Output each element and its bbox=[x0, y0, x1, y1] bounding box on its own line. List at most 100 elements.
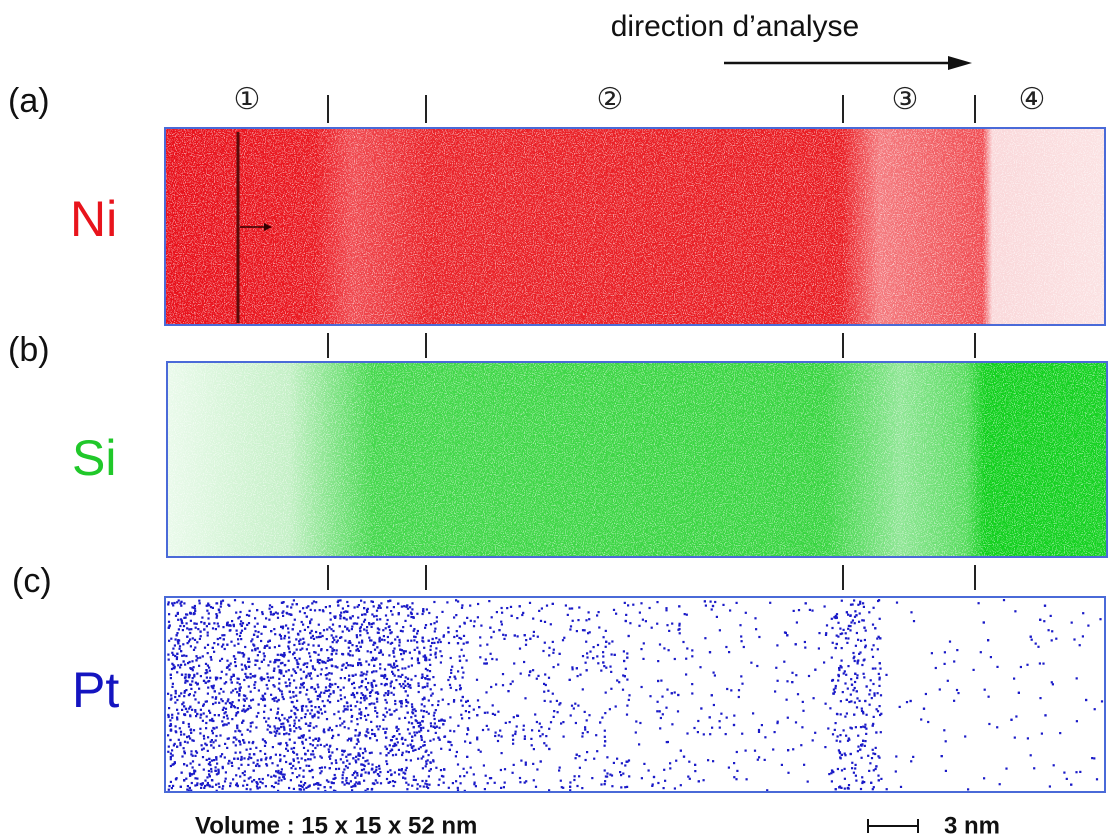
pt-atom bbox=[231, 701, 234, 704]
pt-atom bbox=[247, 763, 250, 766]
pt-atom bbox=[860, 756, 863, 759]
pt-atom bbox=[428, 670, 432, 673]
pt-atom bbox=[190, 753, 193, 756]
pt-atom bbox=[206, 671, 209, 674]
pt-atom bbox=[854, 672, 857, 675]
pt-atom bbox=[234, 751, 237, 754]
pt-atom bbox=[236, 677, 239, 680]
pt-atom bbox=[853, 686, 856, 690]
pt-atom bbox=[269, 676, 272, 679]
pt-atom bbox=[420, 738, 423, 741]
pt-atom bbox=[242, 704, 246, 707]
pt-atom bbox=[278, 644, 281, 647]
pt-atom bbox=[211, 627, 215, 630]
pt-atom bbox=[193, 622, 196, 625]
pt-atom bbox=[373, 615, 376, 618]
pt-atom bbox=[616, 679, 619, 682]
pt-atom bbox=[1082, 612, 1085, 615]
pt-atom bbox=[304, 738, 308, 741]
pt-atom bbox=[412, 712, 415, 715]
pt-atom bbox=[818, 632, 821, 635]
pt-atom bbox=[241, 622, 245, 625]
pt-atom bbox=[513, 662, 516, 665]
pt-atom bbox=[208, 775, 211, 778]
pt-atom bbox=[608, 708, 611, 711]
pt-atom bbox=[434, 709, 437, 712]
pt-atom bbox=[232, 625, 235, 628]
pt-atom bbox=[876, 637, 879, 640]
pt-atom bbox=[397, 748, 400, 751]
pt-atom bbox=[276, 653, 279, 656]
pt-atom bbox=[755, 628, 758, 631]
pt-atom bbox=[351, 692, 355, 695]
pt-atom bbox=[198, 599, 201, 602]
pt-atom bbox=[512, 763, 515, 766]
pt-atom bbox=[938, 688, 941, 691]
pt-atom bbox=[627, 698, 630, 701]
pt-atom bbox=[855, 631, 858, 635]
pt-atom bbox=[409, 759, 412, 762]
pt-atom bbox=[668, 629, 671, 632]
pt-atom bbox=[808, 608, 811, 611]
pt-atom bbox=[355, 649, 358, 652]
pt-atom bbox=[578, 606, 581, 609]
pt-atom bbox=[345, 782, 348, 785]
pt-atom bbox=[804, 646, 807, 649]
pt-atom bbox=[273, 725, 276, 728]
pt-atom bbox=[358, 708, 361, 711]
pt-atom bbox=[302, 663, 305, 666]
pt-atom bbox=[596, 750, 599, 753]
pt-atom bbox=[249, 788, 252, 791]
pt-atom bbox=[423, 646, 426, 649]
pt-atom bbox=[455, 614, 458, 617]
pt-atom bbox=[311, 744, 314, 747]
pt-atom bbox=[263, 704, 267, 707]
pt-atom bbox=[745, 778, 748, 781]
pt-atom bbox=[206, 634, 209, 637]
pt-atom bbox=[375, 614, 378, 618]
pt-atom bbox=[195, 751, 199, 754]
pt-atom bbox=[194, 626, 197, 629]
pt-atom bbox=[281, 654, 284, 657]
pt-atom bbox=[710, 694, 713, 697]
pt-atom bbox=[516, 635, 519, 638]
pt-atom bbox=[804, 602, 807, 605]
pt-atom bbox=[261, 777, 264, 781]
pt-atom bbox=[384, 698, 387, 702]
pt-atom bbox=[410, 716, 413, 719]
pt-atom bbox=[725, 645, 728, 649]
pt-atom bbox=[174, 725, 177, 728]
pt-atom bbox=[253, 683, 256, 686]
pt-atom bbox=[512, 742, 515, 745]
pt-atom bbox=[267, 640, 270, 643]
pt-atom bbox=[260, 697, 263, 700]
pt-atom bbox=[370, 659, 373, 662]
pt-atom bbox=[448, 676, 452, 679]
pt-atom bbox=[363, 628, 366, 631]
pt-atom bbox=[397, 612, 400, 615]
pt-atom bbox=[405, 781, 408, 784]
pt-atom bbox=[1052, 764, 1055, 767]
pt-atom bbox=[245, 697, 248, 700]
pt-atom bbox=[187, 694, 190, 697]
pt-atom bbox=[179, 618, 183, 621]
pt-atom bbox=[460, 637, 463, 640]
pt-atom bbox=[302, 775, 305, 778]
pt-atom bbox=[385, 736, 388, 739]
pt-atom bbox=[354, 729, 357, 732]
pt-atom bbox=[451, 665, 454, 668]
pt-atom bbox=[182, 721, 185, 724]
pt-atom bbox=[405, 700, 408, 703]
pt-atom bbox=[532, 630, 535, 633]
panel-label: (b) bbox=[8, 331, 50, 369]
pt-atom bbox=[857, 734, 860, 737]
pt-atom bbox=[268, 607, 271, 610]
pt-atom bbox=[422, 640, 425, 643]
pt-atom bbox=[376, 691, 379, 694]
pt-atom bbox=[604, 629, 607, 632]
pt-atom bbox=[199, 727, 202, 730]
pt-atom bbox=[841, 632, 844, 635]
pt-atom bbox=[602, 636, 605, 639]
pt-atom bbox=[319, 783, 322, 787]
pt-atom bbox=[191, 708, 194, 711]
